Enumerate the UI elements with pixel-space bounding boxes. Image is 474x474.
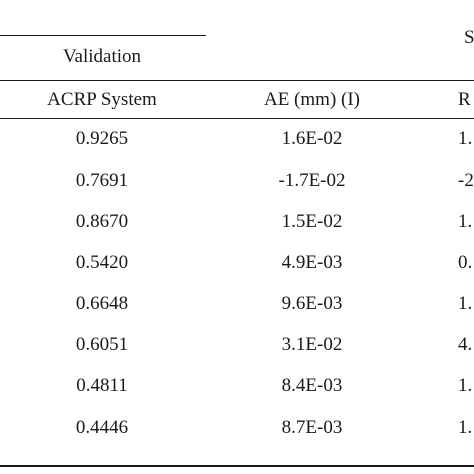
table-cell: 1. [458,128,473,149]
table-cell: -1.7E-02 [278,170,346,191]
table-cell: 0.9265 [75,128,129,149]
table-cell: 9.6E-03 [281,293,343,314]
table-cell: 0.4811 [76,375,128,396]
group-header-validation: Validation [62,46,142,67]
table-cell: 1.5E-02 [281,211,343,232]
group-header-underline [0,35,206,36]
table-cell: 8.7E-03 [281,417,343,438]
table-cell: 0.8670 [75,211,129,232]
table-cell: 0.4446 [75,417,129,438]
table-cell: 0.7691 [75,170,129,191]
table-cell: 1.6E-02 [281,128,343,149]
table-cell: 1. [458,375,473,396]
column-header-ae: AE (mm) (I) [263,89,361,110]
table-cell: 4.9E-03 [281,252,343,273]
table-cell: 0.6051 [75,334,129,355]
table-bottom-rule [0,465,474,467]
table-cell: 4. [458,334,473,355]
group-header-partial: S [464,27,474,48]
column-header-partial: R [458,89,471,110]
table-cell: 1. [458,417,473,438]
table-cell: 0.5420 [75,252,129,273]
column-header-bottom-rule [0,118,474,119]
table-cell: 3.1E-02 [281,334,343,355]
table-cell: 1. [458,211,473,232]
table-cell: 0. [458,252,473,273]
table-cell: -2 [458,170,474,191]
header-bottom-rule [0,80,474,81]
table-cell: 8.4E-03 [281,375,343,396]
table-cell: 0.6648 [75,293,129,314]
column-header-acrp-system: ACRP System [47,89,157,110]
table-cell: 1. [458,293,473,314]
